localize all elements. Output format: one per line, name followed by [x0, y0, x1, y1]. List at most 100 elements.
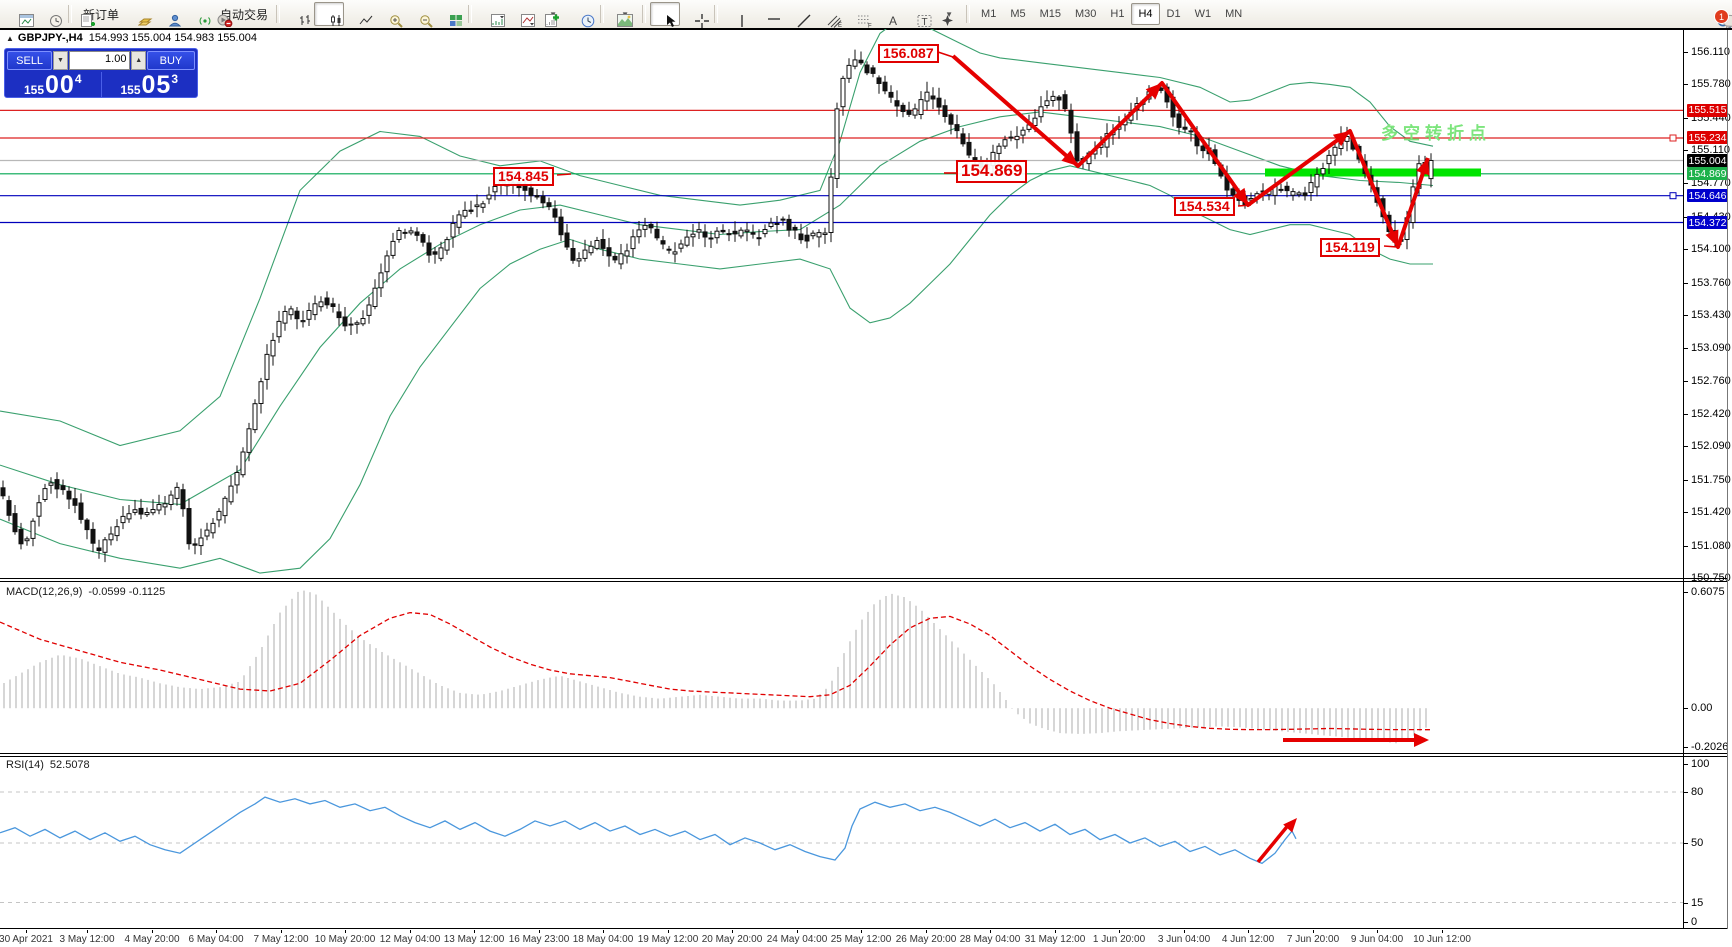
candle [126, 513, 132, 520]
price-annotation-label[interactable]: 154.845 [493, 167, 554, 187]
timeframe-button-h4[interactable]: H4 [1131, 3, 1160, 25]
templates-button[interactable]: ▼ [608, 2, 638, 27]
price-tick: 152.420 [1691, 408, 1731, 421]
zoom-out-button[interactable] [404, 2, 434, 28]
panel-separator[interactable] [0, 756, 1727, 757]
candle [852, 59, 858, 67]
price-level-badge: 155.515 [1687, 103, 1728, 117]
price-tick: 154.100 [1691, 243, 1731, 256]
signal-button[interactable] [183, 2, 213, 26]
volume-increase-button[interactable]: ▲ [131, 51, 146, 70]
candle [792, 226, 798, 231]
timeframe-button-m1[interactable]: M1 [981, 8, 997, 20]
time-axis-label: 10 Jun 12:00 [1413, 934, 1471, 945]
timeframe-button-mn[interactable]: MN [1225, 8, 1243, 20]
collapse-panel-icon[interactable]: ▲ [6, 34, 14, 43]
profiles-button[interactable] [34, 2, 64, 27]
price-annotation-label[interactable]: 154.119 [1320, 238, 1380, 258]
time-axis[interactable]: 30 Apr 2021 3 May 12:00 4 May 20:00 6 May 0… [0, 930, 1732, 947]
community-button[interactable] [153, 2, 183, 27]
volume-decrease-button[interactable]: ▼ [53, 51, 68, 70]
price-annotation-label[interactable]: 156.087 [878, 44, 939, 64]
chart-canvas[interactable] [0, 29, 1683, 929]
buy-button[interactable]: BUY [146, 51, 196, 70]
timeframe-button-w1[interactable]: W1 [1194, 8, 1212, 20]
candle [456, 214, 462, 228]
candle-chart-button[interactable] [314, 2, 345, 26]
turning-point-annotation[interactable]: 多空转折点 [1381, 124, 1491, 143]
axis-tick-mark [1684, 282, 1688, 284]
timeframe-button-m30[interactable]: M30 [1075, 8, 1097, 20]
text-label-button[interactable]: T [902, 2, 932, 28]
volume-input[interactable]: 1.00 [68, 51, 131, 70]
candle [432, 251, 438, 255]
cursor-button[interactable] [650, 2, 681, 27]
candle [372, 287, 378, 308]
timeframe-button-m15[interactable]: M15 [1039, 8, 1061, 20]
panel-separator[interactable] [0, 753, 1727, 754]
vertical-line-button[interactable] [722, 2, 752, 27]
new-chart-button[interactable] [4, 2, 34, 27]
time-tick-mark [603, 930, 604, 933]
axis-tick-mark [1684, 150, 1688, 152]
new-order-button[interactable]: 新订单 [76, 2, 123, 27]
sell-button[interactable]: SELL [7, 51, 53, 70]
horizontal-line-button[interactable] [752, 2, 782, 26]
price-annotation-label[interactable]: 154.534 [1174, 197, 1235, 217]
candle [1302, 192, 1308, 197]
candle [336, 311, 342, 319]
timeframe-button-d1[interactable]: D1 [1166, 8, 1181, 20]
buy-price-big: 05 [141, 71, 172, 99]
add-indicator-button[interactable]: ▼ [536, 2, 566, 27]
candle [102, 539, 108, 553]
price-axis[interactable]: 156.110155.780155.440155.110154.770154.4… [1684, 30, 1731, 929]
panel-separator[interactable] [0, 578, 1727, 579]
equidistant-channel-button[interactable]: E [812, 2, 842, 28]
auto-trading-button[interactable]: 自动交易 [213, 2, 272, 27]
candle [426, 242, 432, 256]
indicators-window-button[interactable] [476, 2, 506, 27]
timeframe-button-h1[interactable]: H1 [1110, 8, 1125, 20]
candle [18, 528, 24, 545]
trendline-button[interactable] [782, 2, 812, 28]
candle [828, 176, 834, 234]
fibonacci-button[interactable]: F [842, 2, 872, 28]
line-chart-button[interactable] [344, 2, 374, 26]
candle [276, 320, 282, 338]
time-tick-mark [861, 930, 862, 933]
tile-windows-button[interactable] [434, 2, 464, 26]
candle [30, 520, 36, 539]
time-tick-mark [1184, 930, 1185, 933]
candle [234, 472, 240, 486]
arrow-tools-dropdown-icon[interactable]: ▼ [945, 9, 953, 19]
time-tick-mark [216, 930, 217, 933]
arrow-tools-button[interactable]: ▼ [932, 2, 962, 26]
candle [1296, 192, 1302, 196]
axis-tick-mark [1684, 348, 1688, 350]
candle [378, 272, 384, 289]
indicators-list-button[interactable] [506, 2, 536, 27]
zoom-in-button[interactable] [374, 2, 404, 28]
svg-text:E: E [838, 23, 842, 28]
time-axis-label: 9 Jun 04:00 [1350, 934, 1404, 945]
candle [582, 249, 588, 259]
history-button[interactable] [123, 2, 153, 26]
sell-price-display[interactable]: 155 00 4 [5, 72, 101, 98]
bar-chart-button[interactable] [284, 2, 314, 26]
candle [1068, 109, 1074, 134]
time-axis-label: 16 May 23:00 [508, 934, 570, 945]
text-button[interactable]: A [872, 2, 902, 27]
candle [36, 502, 42, 517]
toolbar-separator [468, 5, 473, 23]
price-annotation-label[interactable]: 154.869 [956, 160, 1028, 183]
buy-price-display[interactable]: 155 05 3 [102, 72, 198, 98]
panel-separator[interactable] [0, 581, 1727, 582]
timeframe-button-m5[interactable]: M5 [1010, 8, 1026, 20]
candle [918, 99, 924, 115]
crosshair-button[interactable] [680, 2, 710, 28]
symbol-info-bar: ▲ GBPJPY-,H4 154.993 155.004 154.983 155.0… [6, 32, 257, 44]
candle [714, 230, 720, 239]
candle [1200, 145, 1206, 152]
candle [600, 239, 606, 249]
periods-button[interactable] [566, 2, 596, 28]
